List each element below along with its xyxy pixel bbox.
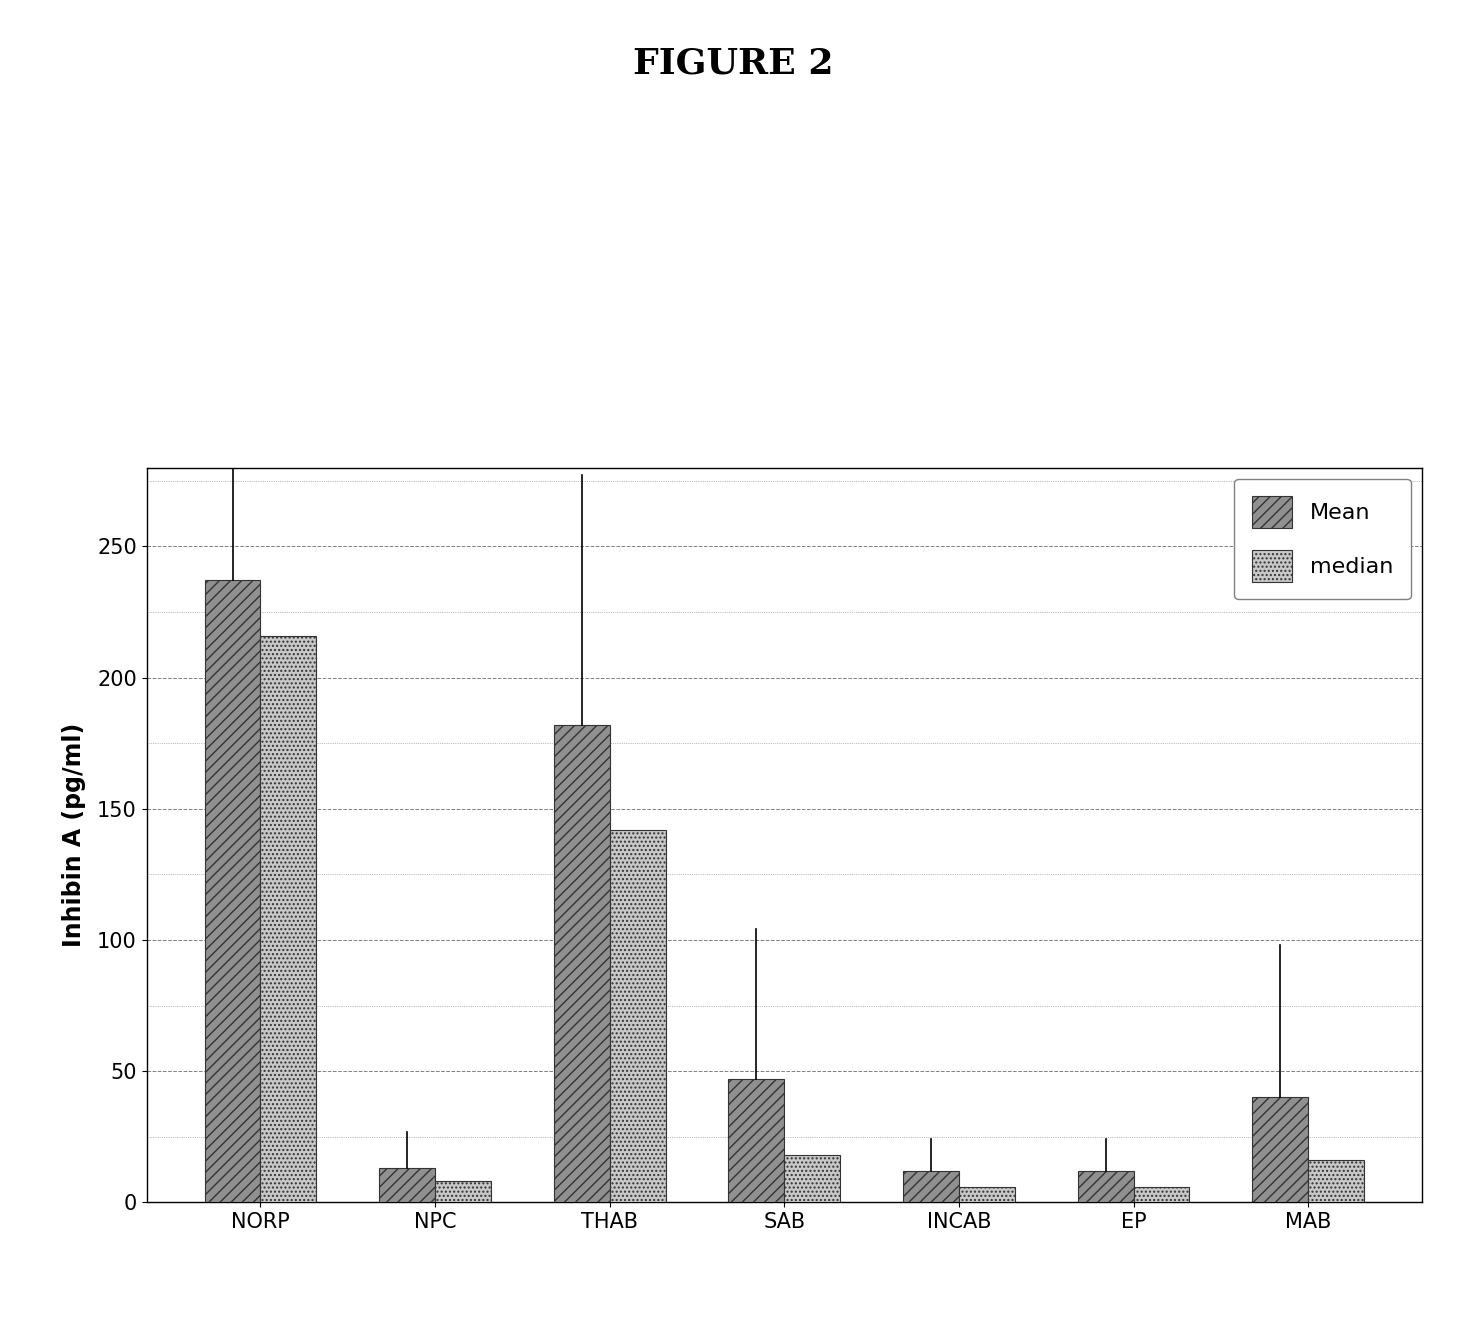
- Bar: [435, 1181, 491, 1202]
- Y-axis label: Inhibin A (pg/ml): Inhibin A (pg/ml): [62, 723, 86, 947]
- Bar: [261, 636, 317, 1202]
- Bar: [1133, 1186, 1189, 1202]
- Bar: [205, 580, 261, 1202]
- Bar: [959, 1186, 1014, 1202]
- Bar: [784, 1156, 840, 1202]
- Bar: [554, 724, 610, 1202]
- Bar: [610, 830, 666, 1202]
- Text: FIGURE 2: FIGURE 2: [633, 47, 833, 80]
- Bar: [903, 1170, 959, 1202]
- Bar: [1078, 1170, 1133, 1202]
- Bar: [1252, 1097, 1308, 1202]
- Bar: [729, 1079, 784, 1202]
- Bar: [380, 1168, 435, 1202]
- Legend: Mean, median: Mean, median: [1234, 478, 1410, 600]
- Bar: [1308, 1161, 1363, 1202]
